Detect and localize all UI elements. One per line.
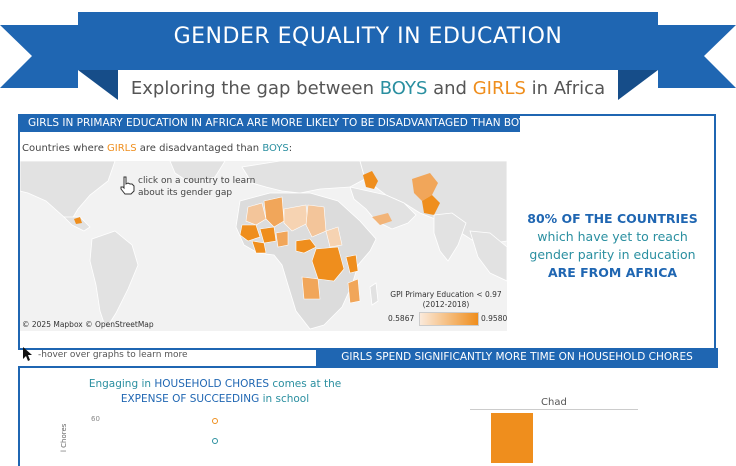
se-asia-landmass (469, 230, 507, 282)
country-mozambique[interactable] (347, 278, 361, 304)
country-nigeria[interactable] (275, 230, 289, 248)
country-burkina-faso[interactable] (259, 226, 277, 244)
country-afghanistan[interactable] (412, 173, 438, 201)
country-central-african-republic[interactable] (325, 226, 343, 248)
country-pakistan[interactable] (422, 195, 440, 215)
south-america-landmass (89, 230, 139, 330)
y-axis-tick: 60 (91, 415, 100, 423)
country-niger[interactable] (283, 204, 309, 232)
legend-max-value: 0.9580 (481, 314, 508, 323)
europe-landmass (241, 161, 366, 194)
africa-landmass (235, 192, 377, 330)
cursor-arrow-icon (23, 347, 32, 361)
primary-education-header: GIRLS IN PRIMARY EDUCATION IN AFRICA ARE… (18, 114, 532, 132)
country-mali[interactable] (263, 196, 285, 228)
north-america-landmass (20, 161, 116, 220)
greenland-landmass (169, 161, 226, 184)
country-chad[interactable] (305, 204, 327, 238)
map-color-legend (419, 312, 479, 326)
country-mauritania[interactable] (245, 202, 267, 226)
country-cote-divoire[interactable] (251, 240, 267, 254)
chores-chart-title: Engaging in HOUSEHOLD CHORES comes at th… (88, 378, 342, 405)
banner-subtitle: Exploring the gap between BOYS and GIRLS… (130, 78, 606, 99)
title-ribbon (0, 12, 736, 100)
map-canvas[interactable] (20, 161, 507, 331)
household-chores-panel (18, 366, 718, 466)
africa-gpi-map[interactable] (20, 161, 507, 331)
y-axis-label: l Chores (60, 423, 68, 452)
country-guatemala[interactable] (74, 217, 82, 224)
middle-east-landmass (349, 186, 417, 230)
boys-data-point[interactable] (212, 438, 218, 444)
girls-data-point[interactable] (212, 418, 218, 424)
country-cameroon[interactable] (295, 238, 317, 254)
map-caption: Countries where GIRLS are disadvantaged … (22, 143, 293, 154)
chad-chores-bar[interactable] (491, 413, 533, 463)
hand-pointer-icon (120, 176, 135, 195)
legend-min-value: 0.5867 (388, 314, 415, 323)
country-guinea[interactable] (239, 224, 261, 242)
country-yemen[interactable] (372, 213, 392, 225)
country-angola[interactable] (301, 276, 321, 300)
map-click-hint: click on a country to learn about its gen… (138, 176, 256, 198)
map-attribution[interactable]: © 2025 Mapbox © OpenStreetMap (22, 320, 154, 329)
central-america-landmass (63, 216, 91, 232)
bar-category-rule (470, 409, 638, 410)
header-rule (520, 114, 716, 116)
madagascar-landmass (369, 282, 379, 306)
africa-parity-stat: 80% OF THE COUNTRIES which have yet to r… (527, 211, 698, 280)
household-chores-header: GIRLS SPEND SIGNIFICANTLY MORE TIME ON H… (316, 348, 718, 367)
country-iraq[interactable] (363, 171, 378, 189)
country-kenya[interactable] (345, 254, 359, 274)
banner-title: GENDER EQUALITY IN EDUCATION (173, 24, 563, 49)
country-drc[interactable] (311, 246, 345, 282)
map-legend-title: GPI Primary Education < 0.97 (2012-2018) (390, 290, 502, 309)
hover-hint: -hover over graphs to learn more (38, 350, 188, 360)
bar-category-label: Chad (541, 397, 567, 408)
india-landmass (433, 212, 467, 262)
